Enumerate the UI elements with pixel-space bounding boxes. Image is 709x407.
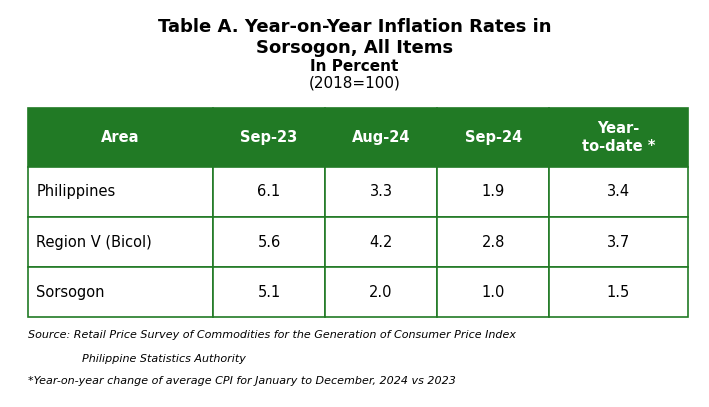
Text: 5.1: 5.1	[257, 285, 281, 300]
Text: Region V (Bicol): Region V (Bicol)	[36, 235, 152, 249]
Text: 3.3: 3.3	[369, 184, 393, 199]
Text: 2.0: 2.0	[369, 285, 393, 300]
Text: Philippine Statistics Authority: Philippine Statistics Authority	[82, 354, 245, 364]
Text: Sorsogon: Sorsogon	[36, 285, 105, 300]
Text: 3.4: 3.4	[607, 184, 630, 199]
Text: In Percent: In Percent	[311, 59, 398, 74]
Text: Philippines: Philippines	[36, 184, 116, 199]
Text: 6.1: 6.1	[257, 184, 281, 199]
Text: 1.5: 1.5	[607, 285, 630, 300]
Text: Sorsogon, All Items: Sorsogon, All Items	[256, 39, 453, 57]
Text: 1.0: 1.0	[481, 285, 505, 300]
Text: Sep-24: Sep-24	[464, 130, 522, 145]
Text: 3.7: 3.7	[607, 235, 630, 249]
Text: (2018=100): (2018=100)	[308, 75, 401, 90]
Text: *Year-on-year change of average CPI for January to December, 2024 vs 2023: *Year-on-year change of average CPI for …	[28, 376, 456, 387]
Text: Table A. Year-on-Year Inflation Rates in: Table A. Year-on-Year Inflation Rates in	[157, 18, 552, 36]
Text: Sep-23: Sep-23	[240, 130, 298, 145]
Text: Year-
to-date *: Year- to-date *	[582, 121, 655, 153]
Text: 5.6: 5.6	[257, 235, 281, 249]
Text: 1.9: 1.9	[481, 184, 505, 199]
Text: 2.8: 2.8	[481, 235, 505, 249]
Text: 4.2: 4.2	[369, 235, 393, 249]
Text: Aug-24: Aug-24	[352, 130, 411, 145]
Text: Source: Retail Price Survey of Commodities for the Generation of Consumer Price : Source: Retail Price Survey of Commoditi…	[28, 330, 516, 340]
Text: Area: Area	[101, 130, 140, 145]
